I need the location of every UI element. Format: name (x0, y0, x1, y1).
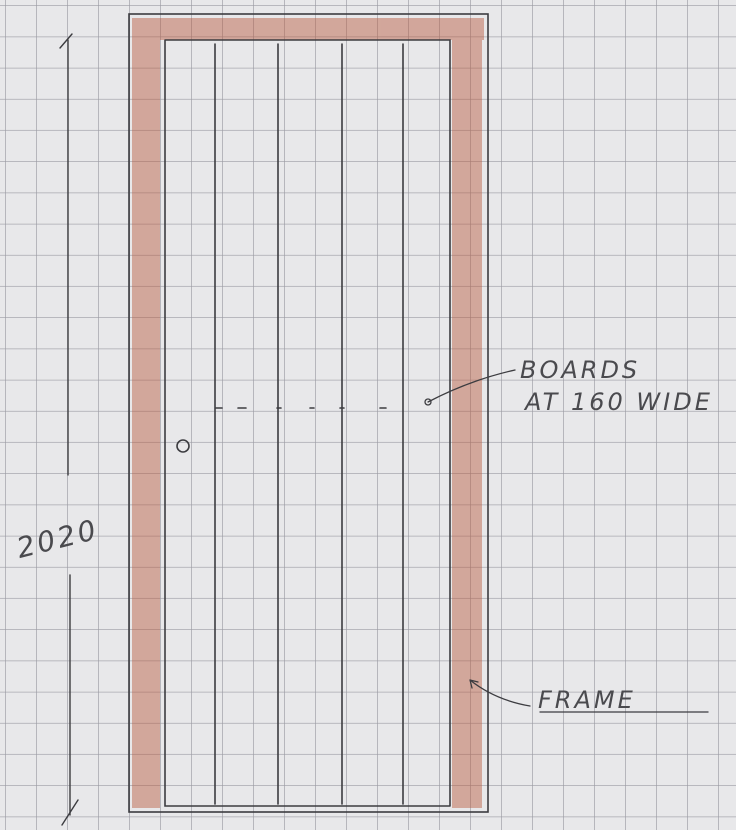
frame-label: FRAME (538, 686, 636, 714)
dimension-line (59, 33, 79, 826)
boards-label: BOARDS (520, 356, 640, 384)
frame-leader (469, 679, 709, 713)
boards-label: AT 160 WIDE (523, 388, 713, 416)
door-outline (128, 13, 489, 813)
frame-band (132, 18, 484, 808)
boards-leader (424, 369, 516, 406)
